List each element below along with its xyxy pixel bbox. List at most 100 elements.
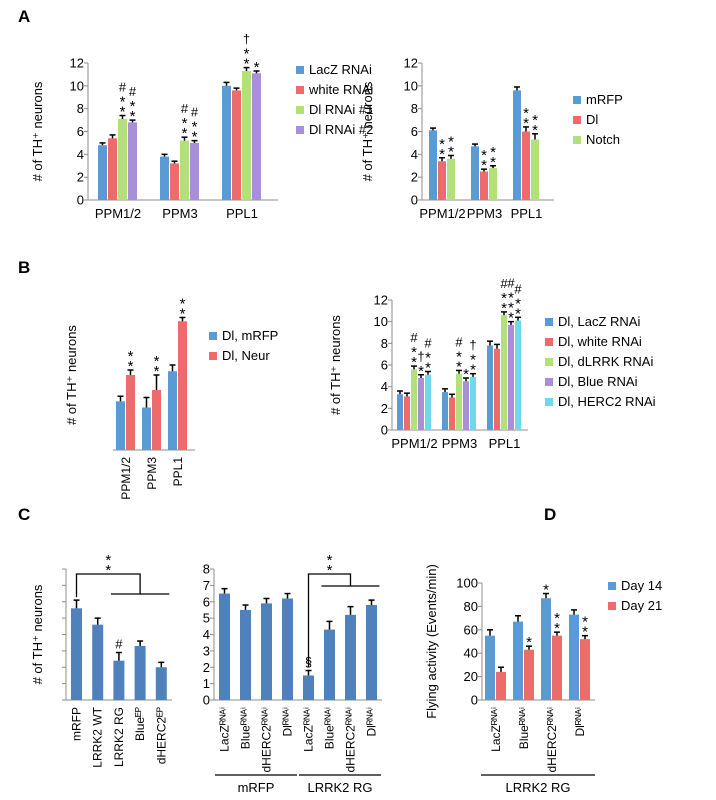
bar <box>524 649 534 700</box>
significance-mark: * <box>182 125 188 142</box>
y-tick-label: 4 <box>381 379 388 394</box>
bar <box>261 603 272 700</box>
legend-label: Dl, mRFP <box>222 328 278 343</box>
panel-letter-c: C <box>18 505 30 524</box>
x-tick-label: PPM3 <box>145 457 159 490</box>
bar <box>513 621 523 700</box>
legend-label: Dl, Neur <box>222 348 270 363</box>
y-tick-label: 100 <box>456 576 478 591</box>
bar <box>303 675 314 700</box>
x-tick-label: PPM3 <box>467 206 502 221</box>
y-tick-label: 3 <box>203 643 210 658</box>
bar <box>429 130 437 200</box>
significance-mark: * <box>448 133 454 150</box>
legend-swatch <box>545 318 553 326</box>
legend-swatch <box>545 378 553 386</box>
significance-mark: * <box>532 122 538 139</box>
chart-c2: 0 12 345 678 LacZᴿᴺᴬⁱ Blueᴿᴺᴬⁱ dHERC2ᴿᴺᴬⁱ Dlᴿᴺᴬ… <box>203 552 382 795</box>
significance-mark: * <box>448 143 454 160</box>
bar <box>152 390 161 450</box>
bar <box>178 321 187 450</box>
y-tick-label: 6 <box>203 594 210 609</box>
legend-swatch <box>608 602 616 610</box>
bar <box>494 348 500 430</box>
x-tick-label: PPL1 <box>511 206 543 221</box>
significance-mark: * <box>128 348 134 365</box>
legend-swatch <box>545 338 553 346</box>
bar <box>425 374 431 430</box>
significance-mark: * <box>501 300 507 317</box>
x-tick-label: LacZᴿᴺᴬⁱ <box>302 707 316 752</box>
bar <box>442 392 448 430</box>
legend-swatch <box>573 136 581 144</box>
significance-mark: * <box>515 305 521 322</box>
bar <box>116 401 125 450</box>
significance-mark: # <box>500 276 508 291</box>
x-tick-label: Blueᴱᴾ <box>133 707 147 741</box>
significance-mark: * <box>130 98 136 115</box>
significance-mark: * <box>128 358 134 375</box>
legend-label: Day 21 <box>621 598 662 613</box>
significance-mark: * <box>154 353 160 370</box>
significance-mark: # <box>115 637 123 652</box>
significance-mark: * <box>470 352 476 369</box>
legend-swatch <box>573 116 581 124</box>
bar <box>480 171 488 200</box>
bracket-significance: * <box>105 552 111 569</box>
legend-swatch <box>545 398 553 406</box>
bar <box>418 378 424 430</box>
y-tick-label: 0 <box>411 193 418 208</box>
bar <box>134 645 146 700</box>
bar <box>98 145 107 200</box>
bar <box>92 624 104 700</box>
significance-mark: † <box>243 32 250 47</box>
y-tick-label: 8 <box>381 336 388 351</box>
legend-swatch <box>209 352 217 360</box>
bar <box>501 315 507 430</box>
x-tick-label: PPM1/2 <box>95 206 141 221</box>
significance-mark: * <box>411 344 417 361</box>
chart-b2: 0 2 4 6 8 10 12 # of TH⁺ neurons PPM1/2 PPM3 PPL1 #… <box>328 276 656 451</box>
legend-label: Dl, Blue RNAi <box>558 374 638 389</box>
significance-mark: * <box>501 290 507 307</box>
bar <box>470 376 476 430</box>
x-tick-label: LRRK2 WT <box>91 706 105 767</box>
y-tick-label: 5 <box>203 611 210 626</box>
bar <box>142 407 151 450</box>
significance-mark: # <box>514 281 522 296</box>
significance-mark: * <box>543 582 549 599</box>
bar <box>552 635 562 700</box>
significance-mark: * <box>582 624 588 641</box>
significance-mark: * <box>490 144 496 161</box>
legend-label: Day 14 <box>621 578 662 593</box>
y-axis-title: Flying activity (Events/min) <box>424 564 439 719</box>
significance-mark: * <box>425 350 431 367</box>
significance-mark: * <box>439 146 445 163</box>
legend-label: Dl RNAi #1 <box>309 102 373 117</box>
bar <box>240 609 251 700</box>
bar <box>463 381 469 430</box>
significance-mark: * <box>425 360 431 377</box>
y-tick-label: 10 <box>70 78 84 93</box>
x-tick-label: mRFP <box>70 707 84 741</box>
legend-swatch <box>608 582 616 590</box>
legend-label: Dl <box>586 112 598 127</box>
significance-mark: * <box>120 94 126 111</box>
significance-mark: * <box>582 614 588 631</box>
significance-mark: * <box>554 610 560 627</box>
group-label: mRFP <box>238 780 275 795</box>
bar <box>128 122 137 200</box>
bar <box>411 369 417 430</box>
legend-label: LacZ RNAi <box>309 62 372 77</box>
y-tick-label: 0 <box>471 693 478 708</box>
bar <box>155 667 167 700</box>
y-tick-label: 2 <box>381 401 388 416</box>
legend-label: Dl, HERC2 RNAi <box>558 394 656 409</box>
bar <box>282 598 293 700</box>
group-label: LRRK2 RG <box>307 780 372 795</box>
x-tick-label: LacZᴿᴺᴬⁱ <box>489 707 503 752</box>
y-tick-label: 4 <box>203 627 210 642</box>
significance-mark: * <box>456 348 462 365</box>
